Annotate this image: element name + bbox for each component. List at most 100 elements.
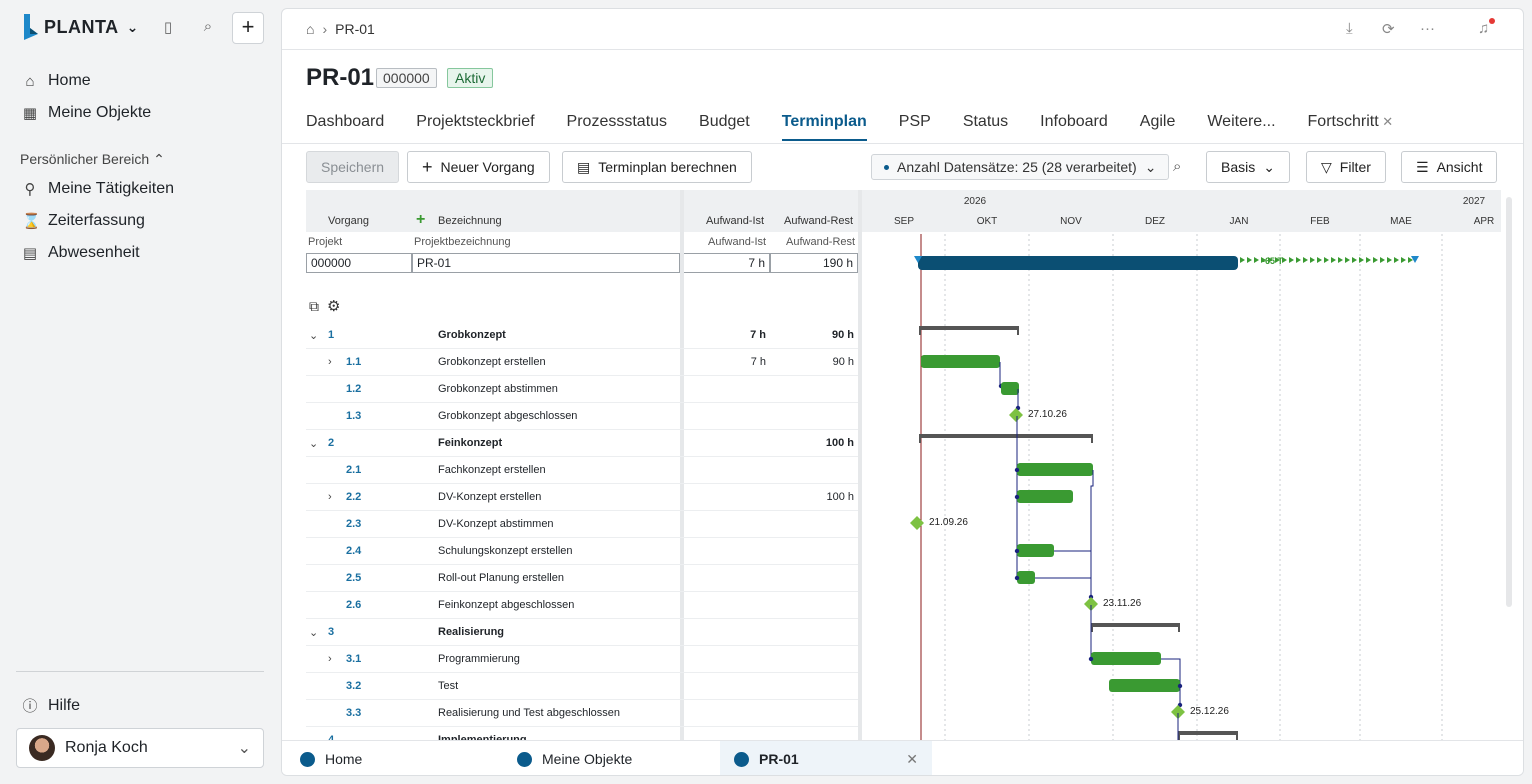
col-aufwand-ist[interactable]: Aufwand-Ist xyxy=(706,215,765,227)
row-caret-icon[interactable]: › xyxy=(328,653,332,665)
row-name: Test xyxy=(438,680,459,692)
tab-psp[interactable]: PSP xyxy=(899,113,931,141)
row-aufwand-rest: 100 h xyxy=(826,491,854,503)
table-row[interactable]: › 2.2 DV-Konzept erstellen 100 h xyxy=(306,484,858,511)
more-icon[interactable]: ··· xyxy=(1420,20,1435,37)
add-row-icon[interactable]: + xyxy=(416,211,426,228)
table-row[interactable]: 1.3 Grobkonzept abgeschlossen xyxy=(306,403,858,430)
close-icon[interactable]: ✕ xyxy=(1378,114,1394,129)
bottom-tab-home-label: Home xyxy=(325,751,363,767)
table-row[interactable]: 1.2 Grobkonzept abstimmen xyxy=(306,376,858,403)
float-arrow xyxy=(1261,257,1266,263)
download-icon[interactable]: ⤓ xyxy=(1346,20,1353,37)
summary-bar xyxy=(1091,623,1180,627)
project-id-badge: 000000 xyxy=(376,68,437,88)
home-icon[interactable]: ⌂ xyxy=(306,21,315,37)
planta-logo[interactable]: PLANTA ⌄ xyxy=(22,14,139,40)
new-button[interactable]: + xyxy=(232,12,264,44)
search-icon[interactable]: ⌕ xyxy=(1173,158,1182,175)
table-row[interactable]: ⌄ 1 Grobkonzept 7 h 90 h xyxy=(306,322,858,349)
summary-bar xyxy=(1178,731,1238,735)
tab-fortschritt[interactable]: Fortschritt ✕ xyxy=(1308,113,1394,141)
table-row[interactable]: 2.6 Feinkonzept abgeschlossen xyxy=(306,592,858,619)
filter-button[interactable]: ▽ Filter xyxy=(1306,151,1386,183)
row-caret-icon[interactable]: › xyxy=(328,491,332,503)
breadcrumb-current[interactable]: PR-01 xyxy=(335,21,375,37)
row-number: 2.5 xyxy=(346,572,362,584)
table-row[interactable]: 2.1 Fachkonzept erstellen xyxy=(306,457,858,484)
row-caret-icon[interactable]: ⌄ xyxy=(309,734,318,740)
user-menu[interactable]: Ronja Koch ⌄ xyxy=(16,728,264,768)
nav-abwesenheit[interactable]: ▤ Abwesenheit xyxy=(22,244,140,262)
tab-status[interactable]: Status xyxy=(963,113,1008,141)
bottom-tab-pr01[interactable]: PR-01 ✕ xyxy=(720,741,932,775)
row-name: Programmierung xyxy=(438,653,520,665)
sidebar-toggle-icon[interactable]: ▯ xyxy=(163,19,173,36)
table-row[interactable]: 2.3 DV-Konzept abstimmen xyxy=(306,511,858,538)
vertical-scrollbar[interactable] xyxy=(1506,197,1512,607)
project-ist-field[interactable]: 7 h xyxy=(683,253,770,273)
table-row[interactable]: ⌄ 3 Realisierung xyxy=(306,619,858,646)
row-caret-icon[interactable]: ⌄ xyxy=(309,627,319,639)
table-row[interactable]: › 3.1 Programmierung xyxy=(306,646,858,673)
tab-projektsteckbrief[interactable]: Projektsteckbrief xyxy=(416,113,534,141)
tab-terminplan[interactable]: Terminplan xyxy=(781,113,867,141)
nav-meine-objekte[interactable]: ▦ Meine Objekte xyxy=(22,104,151,122)
row-caret-icon[interactable]: › xyxy=(328,356,332,368)
nav-home-label: Home xyxy=(48,72,91,89)
project-rest-field[interactable]: 190 h xyxy=(770,253,858,273)
col-bezeichnung[interactable]: Bezeichnung xyxy=(438,215,502,227)
records-dropdown[interactable]: Anzahl Datensätze: 25 (28 verarbeitet) ⌄ xyxy=(871,154,1170,180)
bottom-tab-objekte[interactable]: Meine Objekte xyxy=(503,741,713,775)
project-id-field[interactable]: 000000 xyxy=(306,253,412,273)
tab-budget[interactable]: Budget xyxy=(699,113,750,141)
row-caret-icon[interactable]: ⌄ xyxy=(309,438,319,450)
tab-dashboard[interactable]: Dashboard xyxy=(306,113,384,141)
table-row[interactable]: ⌄ 2 Feinkonzept 100 h xyxy=(306,430,858,457)
nav-taetigkeiten[interactable]: ⚲ Meine Tätigkeiten xyxy=(22,180,175,198)
section-persoenlicher-bereich[interactable]: Persönlicher Bereich ⌃ xyxy=(20,151,165,168)
basis-dropdown[interactable]: Basis ⌄ xyxy=(1206,151,1290,183)
refresh-icon[interactable]: ⟳ xyxy=(1382,21,1395,38)
column-splitter[interactable] xyxy=(680,190,684,740)
tab-agile[interactable]: Agile xyxy=(1140,113,1176,141)
table-row[interactable]: 3.2 Test xyxy=(306,673,858,700)
tab-infoboard[interactable]: Infoboard xyxy=(1040,113,1108,141)
dependency-dot xyxy=(1088,656,1094,662)
view-button[interactable]: ☰ Ansicht xyxy=(1401,151,1498,183)
gantt-header-bg xyxy=(862,190,1501,232)
calc-schedule-button[interactable]: ▤ Terminplan berechnen xyxy=(562,151,752,183)
table-row[interactable]: 3.3 Realisierung und Test abgeschlossen xyxy=(306,700,858,727)
col-aufwand-rest[interactable]: Aufwand-Rest xyxy=(784,215,854,227)
bottom-tab-home[interactable]: Home xyxy=(286,741,496,775)
table-row[interactable]: 2.5 Roll-out Planung erstellen xyxy=(306,565,858,592)
table-row[interactable]: ⌄ 4 Implementierung xyxy=(306,727,858,740)
copy-icon[interactable]: ⧉ xyxy=(309,298,319,314)
hourglass-icon: ⌛ xyxy=(22,213,41,230)
row-caret-icon[interactable]: ⌄ xyxy=(309,330,319,342)
nav-zeiterfassung[interactable]: ⌛ Zeiterfassung xyxy=(22,212,145,230)
row-number: 2 xyxy=(328,437,335,449)
bell-icon[interactable]: ♫ xyxy=(1478,20,1490,37)
nav-home[interactable]: ⌂ Home xyxy=(22,72,91,90)
gear-icon[interactable]: ⚙ xyxy=(327,298,341,315)
float-arrow xyxy=(1345,257,1350,263)
summary-tick xyxy=(1178,623,1180,632)
table-row[interactable]: 2.4 Schulungskonzept erstellen xyxy=(306,538,858,565)
new-task-button[interactable]: + Neuer Vorgang xyxy=(407,151,550,183)
save-button[interactable]: Speichern xyxy=(306,151,400,183)
milestone-label: 21.09.26 xyxy=(929,517,968,528)
sidebar: PLANTA ⌄ ▯ ⌕ + ⌂ Home ▦ Meine Objekte Pers… xyxy=(0,0,280,784)
tab-prozessstatus[interactable]: Prozessstatus xyxy=(567,113,667,141)
project-name-field[interactable]: PR-01 xyxy=(412,253,680,273)
pane-splitter[interactable] xyxy=(858,190,862,740)
close-icon[interactable]: ✕ xyxy=(906,750,918,767)
nav-hilfe[interactable]: ⓘ Hilfe xyxy=(22,695,80,716)
float-arrow xyxy=(1401,257,1406,263)
summary-tick xyxy=(1091,623,1093,632)
search-icon[interactable]: ⌕ xyxy=(203,18,213,35)
home-icon: ⌂ xyxy=(25,72,35,90)
table-row[interactable]: › 1.1 Grobkonzept erstellen 7 h 90 h xyxy=(306,349,858,376)
col-vorgang[interactable]: Vorgang xyxy=(328,215,369,227)
tab-weitere[interactable]: Weitere... xyxy=(1207,113,1275,141)
